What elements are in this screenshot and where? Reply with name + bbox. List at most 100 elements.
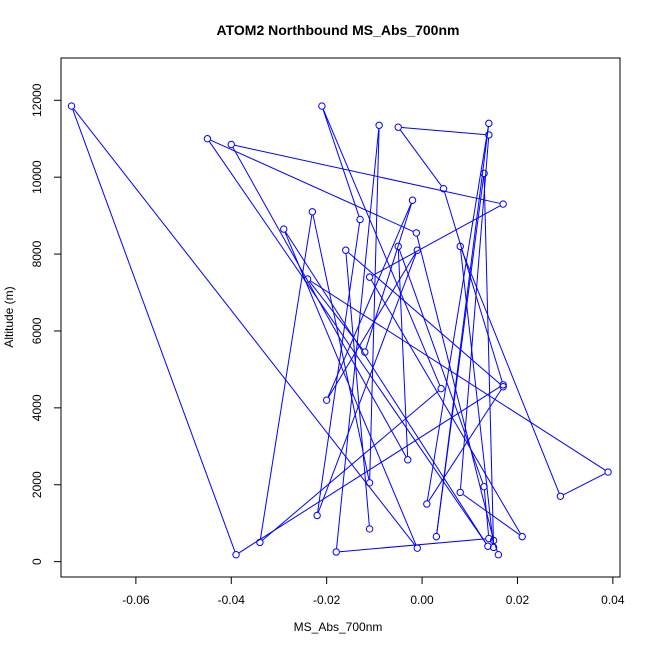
series-segment: [399, 129, 442, 187]
series-segment: [462, 494, 520, 535]
series-segment: [209, 141, 487, 544]
series-segment: [317, 222, 361, 512]
x-tick-label: 0.02: [506, 593, 530, 607]
series-segment: [327, 203, 412, 398]
series-segment: [397, 249, 409, 457]
data-point: [518, 532, 526, 541]
data-point: [489, 543, 498, 552]
data-point: [456, 242, 464, 251]
chart-title: ATOM2 Northbound MS_Abs_700nm: [217, 22, 460, 38]
series-segment: [444, 192, 503, 382]
data-point: [227, 140, 235, 149]
data-point: [489, 536, 498, 545]
series-segment: [563, 473, 606, 496]
data-point: [280, 225, 288, 233]
data-point: [356, 215, 364, 224]
data-point: [232, 551, 240, 559]
data-point: [480, 482, 488, 491]
series-segment: [259, 215, 313, 539]
y-tick-label: 12000: [30, 83, 44, 117]
data-point: [423, 500, 431, 508]
x-axis: -0.06 -0.04 -0.02 0.00 0.02 0.04: [122, 576, 625, 607]
series-segment: [210, 139, 414, 232]
data-point: [485, 131, 493, 139]
x-tick-label: 0.00: [410, 593, 434, 607]
data-point: [499, 200, 507, 208]
series-segment: [73, 108, 416, 546]
x-axis-label: MS_Abs_700nm: [294, 620, 383, 634]
data-point: [413, 544, 421, 552]
series-segment: [285, 231, 487, 544]
y-tick-label: 0: [30, 558, 44, 565]
series-segment: [232, 147, 407, 457]
data-point: [394, 242, 402, 251]
data-point: [437, 384, 445, 393]
data-point: [485, 534, 493, 543]
series-segment: [284, 232, 417, 546]
series-segment: [436, 126, 489, 534]
data-point: [365, 273, 374, 281]
data-point: [365, 479, 374, 487]
data-point: [480, 169, 488, 178]
series-segment: [483, 490, 490, 536]
data-point: [499, 381, 507, 389]
series-segment: [72, 109, 236, 552]
series-segment: [370, 279, 521, 534]
data-point: [318, 102, 326, 110]
data-point: [342, 246, 350, 254]
data-point: [408, 196, 417, 204]
x-tick-label: 0.04: [601, 593, 625, 607]
x-tick-label: -0.02: [313, 593, 341, 607]
series-segment: [365, 203, 412, 349]
x-tick-label: -0.06: [122, 593, 150, 607]
data-point: [604, 468, 612, 476]
series-segment: [483, 176, 495, 544]
series-segment: [345, 253, 370, 526]
data-point: [375, 121, 383, 129]
series-segment: [322, 109, 360, 217]
y-tick-label: 8000: [30, 240, 44, 267]
series-segment: [339, 538, 486, 553]
data-point: [365, 525, 374, 533]
x-tick-label: -0.04: [218, 593, 246, 607]
y-axis-label: Altitude (m): [2, 286, 16, 347]
series-segment: [460, 138, 490, 489]
data-point: [484, 542, 492, 550]
series-segment: [309, 281, 363, 350]
data-point: [499, 383, 507, 391]
data-point: [404, 456, 412, 464]
series-segment: [461, 249, 560, 494]
data-point: [203, 135, 212, 143]
data-point: [556, 492, 565, 500]
data-point: [494, 551, 503, 559]
series-segment: [398, 249, 484, 484]
series-segment: [328, 253, 416, 398]
series-segment: [322, 109, 441, 386]
series-segment: [336, 128, 380, 549]
y-tick-label: 10000: [30, 160, 44, 194]
data-point: [432, 532, 441, 541]
data-point: [456, 488, 464, 497]
data-point: [303, 275, 312, 283]
series-segment: [460, 249, 494, 544]
y-tick-label: 4000: [30, 394, 44, 421]
series-segment: [426, 126, 489, 501]
series-segment: [312, 215, 370, 480]
series-points: [67, 102, 612, 559]
data-point: [361, 348, 369, 356]
data-point: [313, 511, 321, 520]
data-point: [308, 208, 317, 216]
series-lines: [72, 108, 606, 554]
data-point: [67, 102, 76, 110]
data-point: [485, 119, 493, 128]
series-segment: [262, 390, 439, 541]
series-segment: [428, 389, 502, 502]
series-segment: [401, 127, 486, 136]
series-segment: [369, 128, 380, 480]
data-point: [439, 185, 448, 193]
data-point: [394, 123, 402, 131]
data-point: [413, 246, 421, 254]
data-point: [256, 538, 264, 547]
data-point: [332, 548, 340, 556]
